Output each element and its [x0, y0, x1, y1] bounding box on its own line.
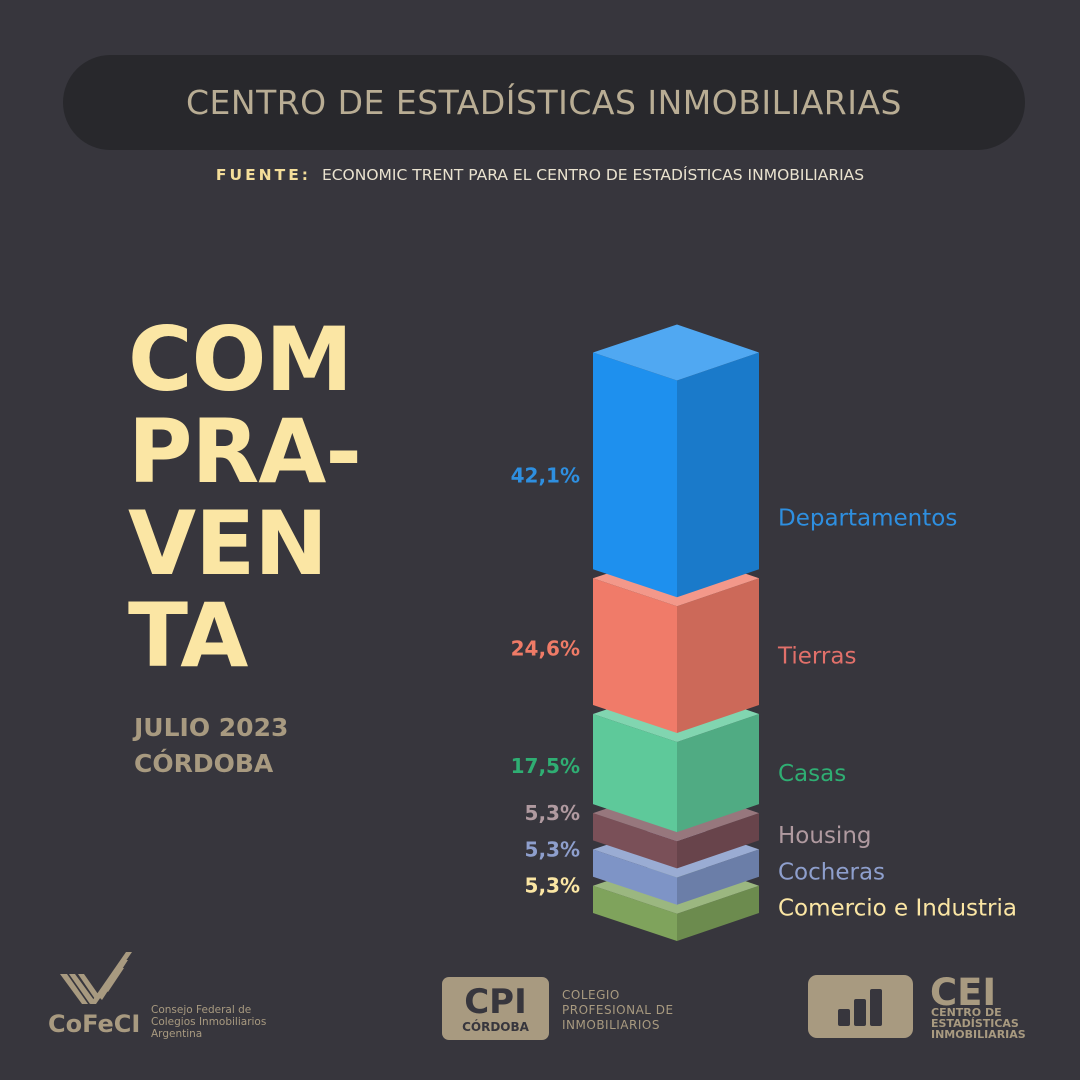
cpi-badge: CPI CÓRDOBA [442, 977, 549, 1040]
cofeci-sub-line: Consejo Federal de [151, 1004, 252, 1016]
data-label: 42,1% [511, 463, 580, 487]
bar-front-face [593, 813, 677, 869]
bar-side-face [677, 849, 759, 905]
headline-line: COM [128, 308, 353, 411]
cpi-text: COLEGIO PROFESIONAL DE INMOBILIARIOS [562, 988, 674, 1033]
bar-front-face [593, 578, 677, 733]
bar-front-face [593, 849, 677, 905]
category-label: Departamentos [778, 505, 957, 531]
headline-date: JULIO 2023 [134, 713, 289, 742]
header-banner: CENTRO DE ESTADÍSTICAS INMOBILIARIAS [63, 55, 1025, 150]
bar-front-face [593, 352, 677, 598]
headline-place: CÓRDOBA [134, 749, 274, 778]
data-label: 5,3% [525, 801, 580, 825]
bar-chart-icon [838, 989, 882, 1026]
cei-subtitle: CENTRO DE ESTADÍSTICAS INMOBILIARIAS [931, 1007, 1026, 1040]
cpi-text-line: PROFESIONAL DE [562, 1003, 674, 1017]
bar-side-face [677, 813, 759, 869]
cpi-city: CÓRDOBA [462, 1020, 529, 1034]
category-label: Cocheras [778, 859, 885, 885]
cofeci-subtitle: Consejo Federal de Colegios Inmobiliario… [151, 1004, 291, 1040]
data-label: 5,3% [525, 874, 580, 898]
bar-front-face [593, 885, 677, 941]
header-title: CENTRO DE ESTADÍSTICAS INMOBILIARIAS [186, 83, 902, 122]
category-label: Housing [778, 823, 872, 849]
source-line: FUENTE: ECONOMIC TRENT PARA EL CENTRO DE… [0, 166, 1080, 184]
headline-line: PRA- [128, 400, 362, 503]
cpi-text-line: INMOBILIARIOS [562, 1018, 660, 1032]
bar-front-face [593, 713, 677, 833]
cofeci-check-icon [60, 952, 132, 1004]
cei-logo: CEI CENTRO DE ESTADÍSTICAS INMOBILIARIAS [808, 971, 1048, 1045]
cofeci-sub-line: Argentina [151, 1028, 203, 1040]
source-label: FUENTE: [215, 166, 311, 184]
cofeci-logo: CoFeCI Consejo Federal de Colegios Inmob… [48, 952, 288, 1042]
cei-sub-line: INMOBILIARIAS [931, 1028, 1026, 1041]
category-label: Casas [778, 761, 846, 787]
cpi-text-line: COLEGIO [562, 988, 620, 1002]
data-label: 24,6% [511, 637, 580, 661]
bar-side-face [677, 713, 759, 833]
cei-sub-line: CENTRO DE [931, 1006, 1002, 1019]
cei-sub-line: ESTADÍSTICAS [931, 1017, 1019, 1030]
data-label: 5,3% [525, 837, 580, 861]
bar-side-face [677, 352, 759, 598]
category-label: Tierras [777, 644, 856, 670]
cofeci-sub-line: Colegios Inmobiliarios [151, 1016, 267, 1028]
bar-side-face [677, 885, 759, 941]
category-label: Comercio e Industria [778, 896, 1017, 922]
headline-line: TA [128, 584, 248, 687]
cei-main: CEI [930, 971, 997, 1014]
cpi-main: CPI [464, 982, 527, 1022]
bar-top-face [593, 324, 759, 381]
headline-title: COM PRA- VEN TA [128, 308, 362, 687]
cpi-logo: CPI CÓRDOBA COLEGIO PROFESIONAL DE INMOB… [442, 977, 702, 1043]
cofeci-name: CoFeCI [48, 1010, 141, 1038]
bar-side-face [677, 578, 759, 733]
source-text: ECONOMIC TRENT PARA EL CENTRO DE ESTADÍS… [321, 166, 865, 184]
data-label: 17,5% [511, 754, 580, 778]
headline-line: VEN [128, 492, 328, 595]
cei-badge [808, 975, 913, 1038]
